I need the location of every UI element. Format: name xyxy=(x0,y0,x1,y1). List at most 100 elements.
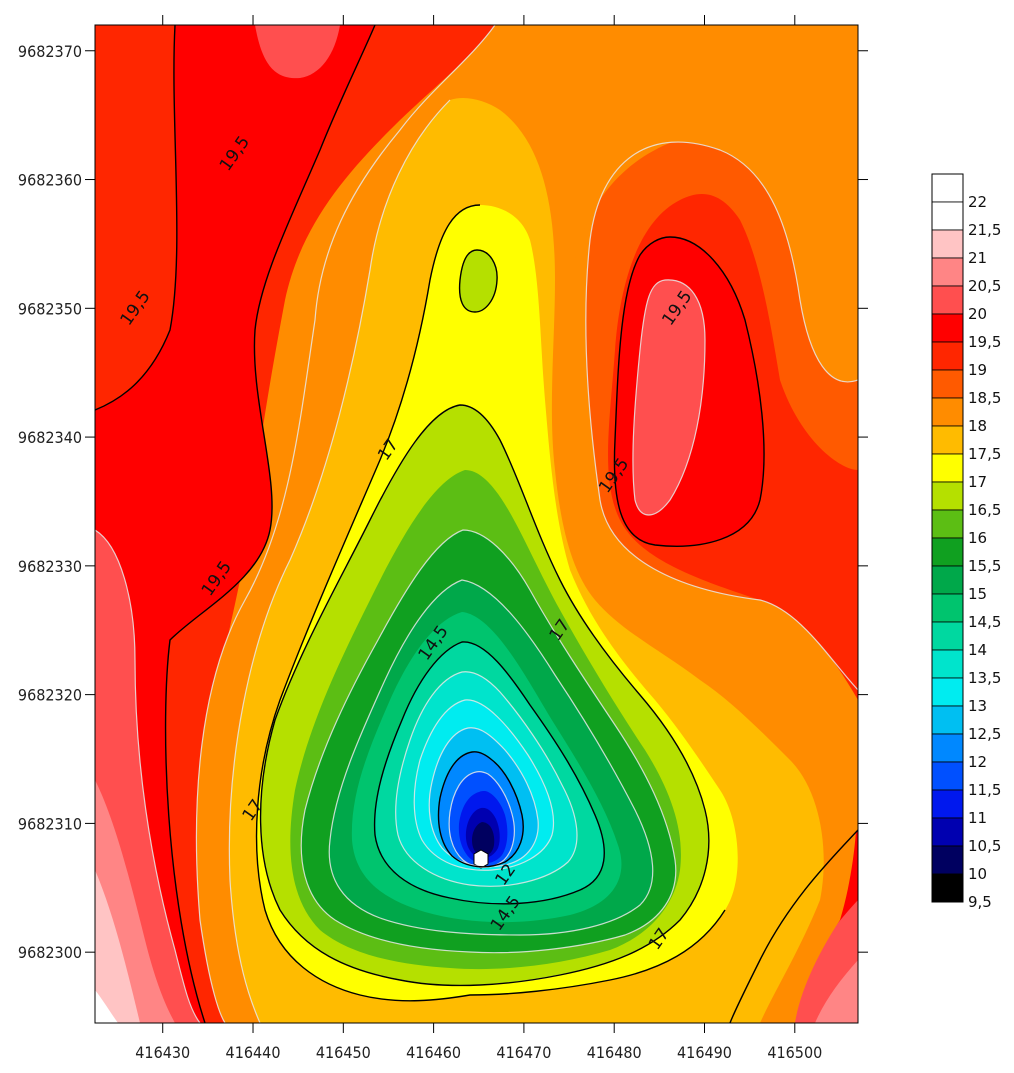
legend-swatch xyxy=(931,789,964,819)
legend-label: 19 xyxy=(968,361,987,379)
legend-swatch xyxy=(931,705,964,735)
contour-17-blob xyxy=(458,249,498,313)
legend-label: 15,5 xyxy=(968,557,1001,575)
pocket-19-topleft xyxy=(95,25,177,410)
legend-label: 11,5 xyxy=(968,781,1001,799)
minor-line xyxy=(585,141,858,691)
legend-swatch xyxy=(931,873,964,903)
minor-line xyxy=(632,279,706,516)
legend-swatch xyxy=(931,649,964,679)
band-20-right xyxy=(632,279,705,515)
y-tick-label: 9682300 xyxy=(18,943,82,962)
legend-swatch xyxy=(931,565,964,595)
x-tick-label: 416490 xyxy=(677,1043,732,1062)
y-tick-label: 9682360 xyxy=(18,171,82,190)
legend-label: 16 xyxy=(968,529,987,547)
legend-label: 11 xyxy=(968,809,987,827)
legend-frame xyxy=(931,173,964,903)
legend-label: 17,5 xyxy=(968,445,1001,463)
y-tick-label: 9682350 xyxy=(18,299,82,318)
legend-swatch xyxy=(931,397,964,427)
minor-line xyxy=(300,529,677,954)
legend-swatch xyxy=(931,481,964,511)
minor-line xyxy=(328,579,654,936)
blob-16-5-top xyxy=(459,250,498,312)
x-tick-label: 416470 xyxy=(496,1043,551,1062)
legend-swatch xyxy=(931,817,964,847)
minor-line xyxy=(228,99,451,1023)
pocket-bottom xyxy=(450,1001,502,1023)
legend-label: 22 xyxy=(968,193,987,211)
legend-label: 9,5 xyxy=(968,893,992,911)
legend-label: 12,5 xyxy=(968,725,1001,743)
minor-line xyxy=(395,671,578,887)
y-tick-label: 9682310 xyxy=(18,814,82,833)
legend-label: 14,5 xyxy=(968,613,1001,631)
band-10 xyxy=(472,822,495,857)
legend-swatch xyxy=(931,229,964,259)
minor-line xyxy=(95,529,201,1023)
legend-swatch xyxy=(931,201,964,231)
legend-swatch xyxy=(931,845,964,875)
legend-label: 12 xyxy=(968,753,987,771)
contour-19-5-br xyxy=(729,829,858,1023)
legend-swatch xyxy=(931,341,964,371)
legend-swatch xyxy=(931,761,964,791)
legend-swatch xyxy=(931,453,964,483)
legend-swatch xyxy=(931,285,964,315)
contour-12 xyxy=(437,751,524,868)
legend-swatch xyxy=(931,257,964,287)
x-tick-label: 416440 xyxy=(226,1043,281,1062)
minor-line xyxy=(413,699,555,871)
legend-label: 20,5 xyxy=(968,277,1001,295)
y-tick-label: 9682320 xyxy=(18,686,82,705)
legend-label: 10,5 xyxy=(968,837,1001,855)
legend-swatch xyxy=(931,677,964,707)
legend-label: 10 xyxy=(968,865,987,883)
legend-swatch xyxy=(931,593,964,623)
blob-top-pink xyxy=(255,25,340,79)
x-tick-label: 416480 xyxy=(587,1043,642,1062)
contour-17-outer xyxy=(255,204,726,1002)
legend-swatch xyxy=(931,425,964,455)
contour-fill xyxy=(95,25,858,1023)
legend-label: 16,5 xyxy=(968,501,1001,519)
band-21-left xyxy=(95,870,140,1023)
legend-label: 19,5 xyxy=(968,333,1001,351)
contour-19-5-right xyxy=(613,236,765,547)
minor-line xyxy=(428,727,539,868)
minor-line xyxy=(448,771,515,869)
legend-swatch xyxy=(931,733,964,763)
color-legend: 22 21,5 21 20,5 20 19,5 19 18,5 18 17,5 17 16,5 16 15… xyxy=(931,173,1001,911)
legend-label: 13 xyxy=(968,697,987,715)
legend-label: 21 xyxy=(968,249,987,267)
x-tick-label: 416460 xyxy=(406,1043,461,1062)
contour-19-5-left xyxy=(164,25,376,1023)
legend-label: 17 xyxy=(968,473,987,491)
minor-line xyxy=(195,25,496,1023)
legend-swatch xyxy=(931,537,964,567)
legend-label: 14 xyxy=(968,641,987,659)
axis-ticks: 416430 416440 416450 416460 416470 416480 4164… xyxy=(18,15,868,1062)
plot-frame xyxy=(94,24,859,1024)
legend-swatch xyxy=(931,509,964,539)
legend-swatch xyxy=(931,313,964,343)
legend-swatch xyxy=(931,173,964,203)
legend-swatch xyxy=(931,369,964,399)
legend-label: 20 xyxy=(968,305,987,323)
legend-label: 18 xyxy=(968,417,987,435)
contour-19-5-topleft xyxy=(95,25,178,411)
x-tick-label: 416500 xyxy=(767,1043,822,1062)
legend-label: 18,5 xyxy=(968,389,1001,407)
x-tick-label: 416450 xyxy=(316,1043,371,1062)
contour-lines-major xyxy=(95,25,858,1023)
band-20-5-br xyxy=(815,960,858,1023)
legend-label: 15 xyxy=(968,585,987,603)
y-tick-label: 9682330 xyxy=(18,557,82,576)
legend-label: 21,5 xyxy=(968,221,1001,239)
y-tick-label: 9682370 xyxy=(18,42,82,61)
legend-swatch xyxy=(931,621,964,651)
contour-14-5 xyxy=(373,641,605,905)
y-tick-label: 9682340 xyxy=(18,428,82,447)
